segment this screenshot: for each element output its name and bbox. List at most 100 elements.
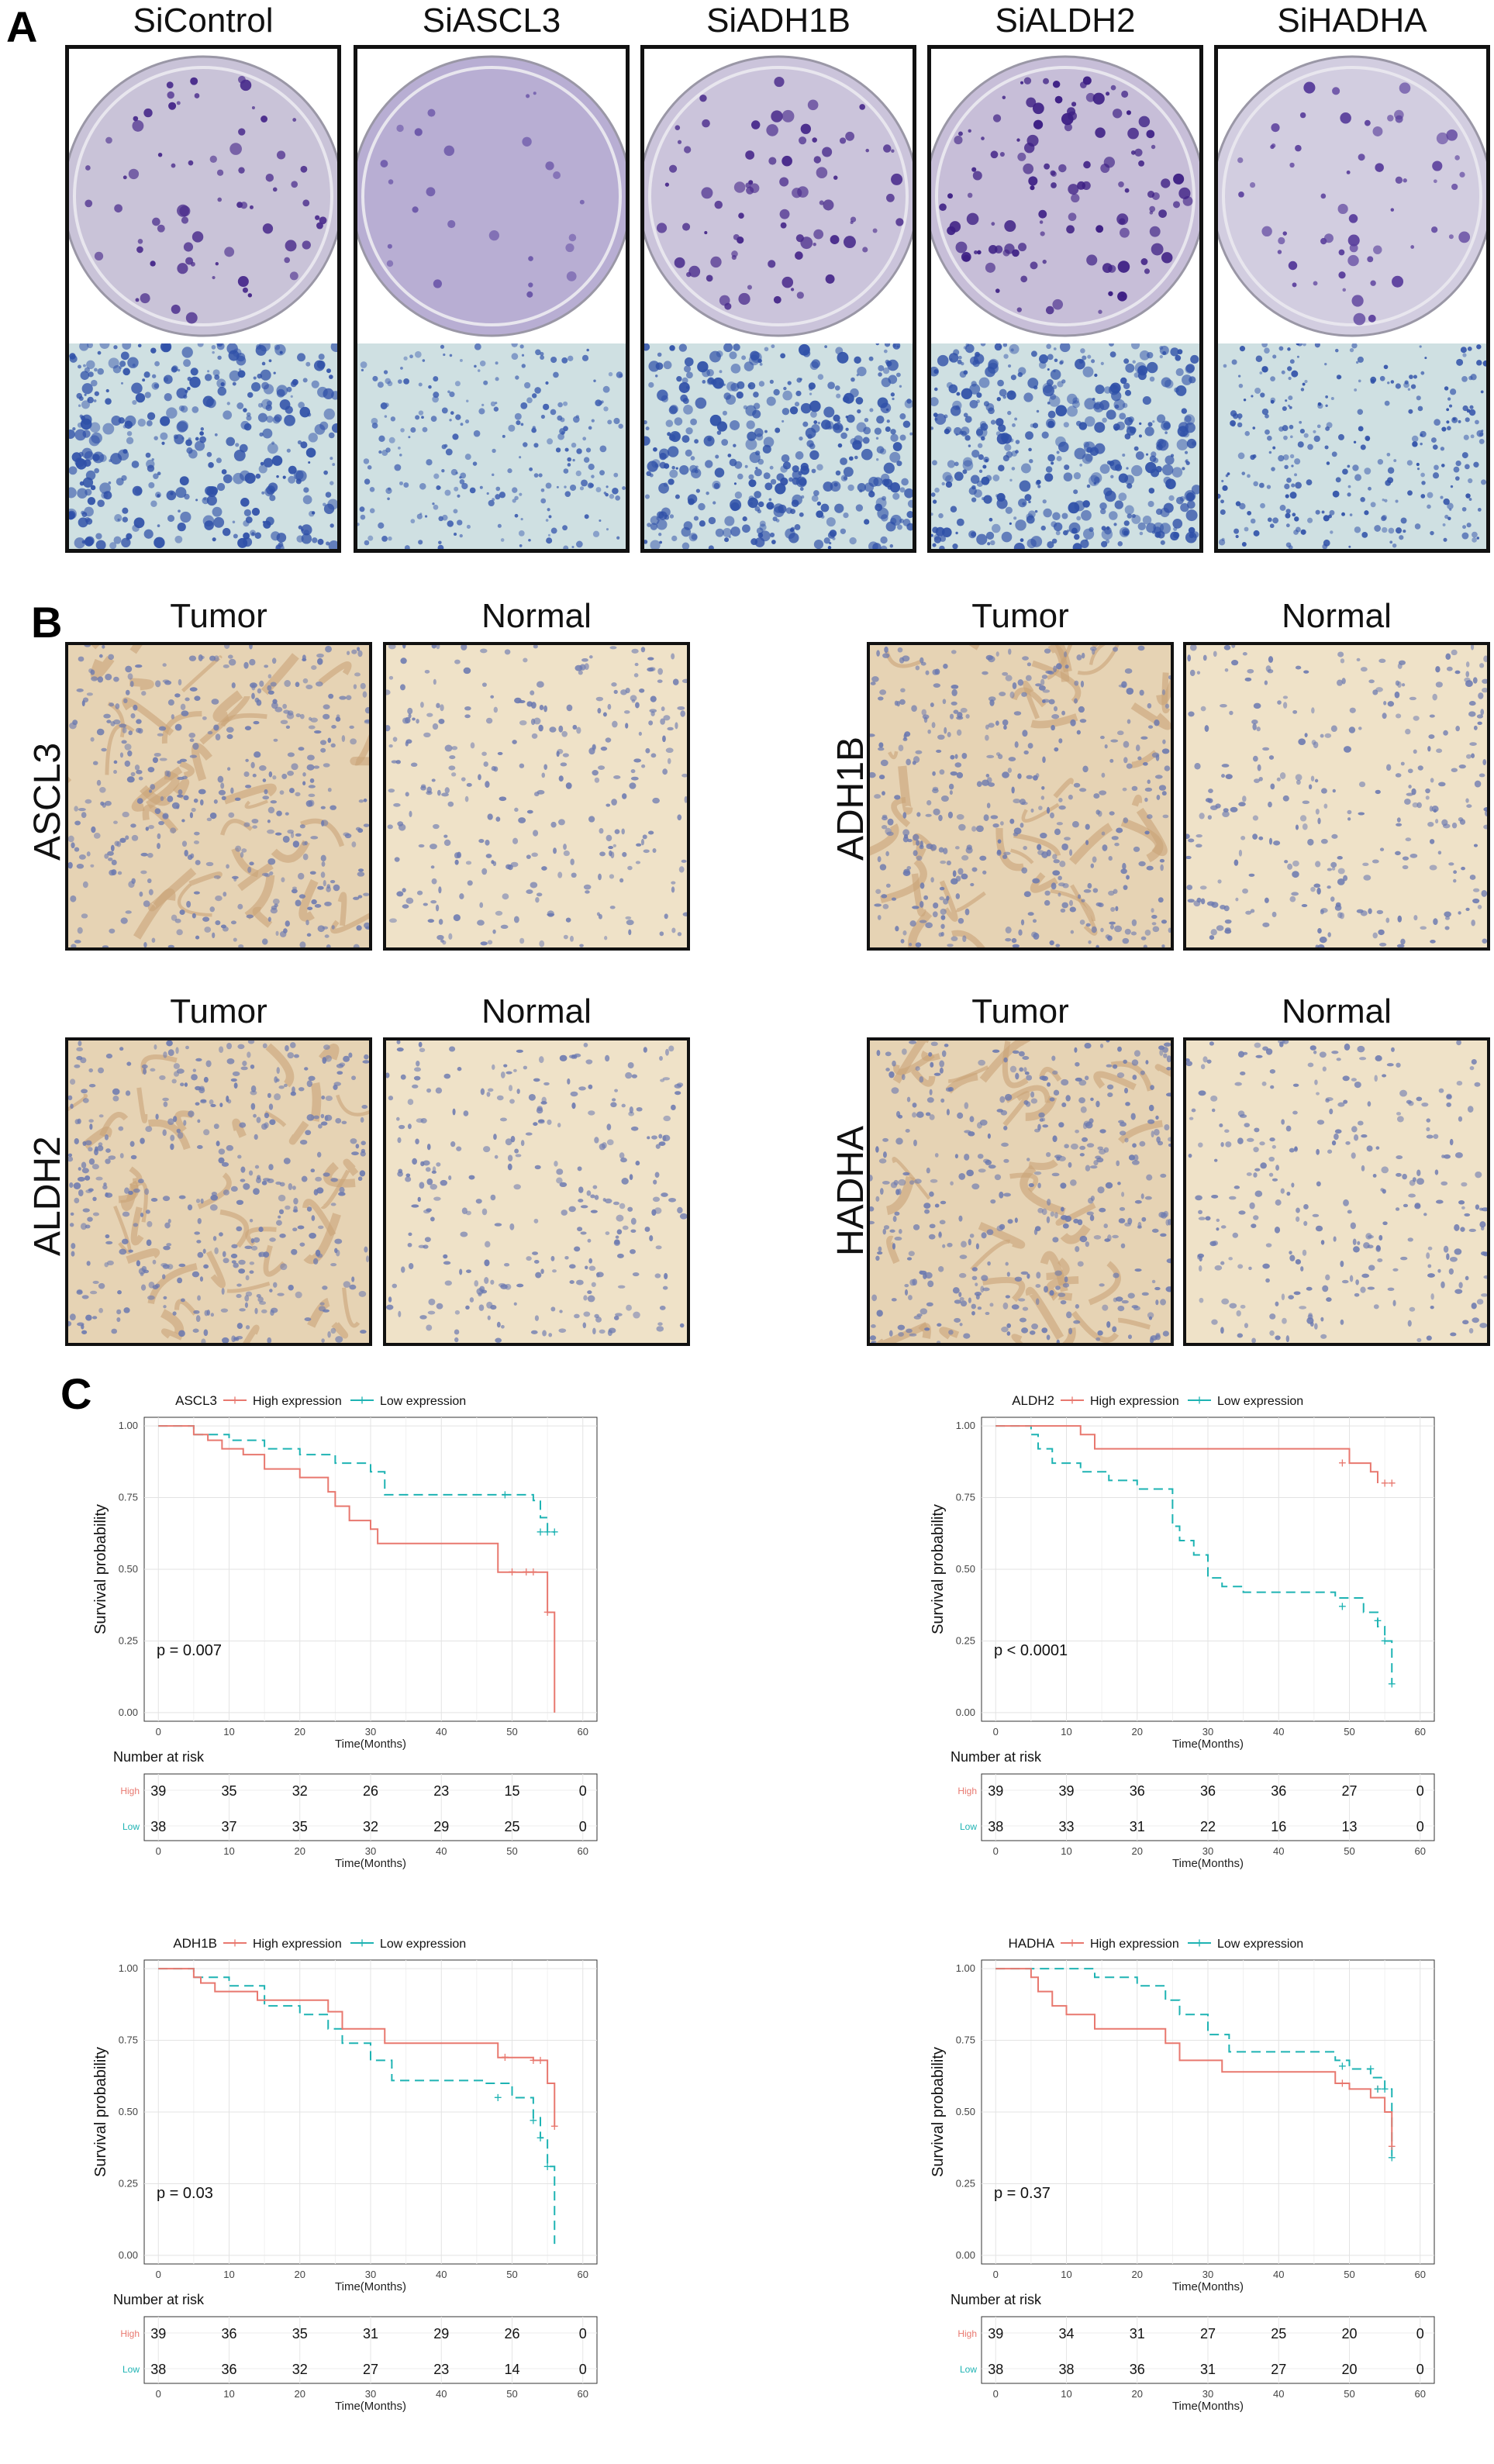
legend-high-marker: + — [231, 1392, 240, 1408]
x-axis-label: Time(Months) — [1172, 1738, 1244, 1751]
risk-x-tick: 20 — [295, 1845, 305, 1857]
ihc-tumor-image — [867, 1037, 1174, 1346]
censor-mark-high: + — [1338, 2076, 1347, 2091]
risk-row-label: Low — [122, 1821, 140, 1832]
risk-value: 31 — [363, 2326, 378, 2341]
risk-row-label: Low — [122, 2364, 140, 2375]
legend-low-label: Low expression — [380, 1395, 466, 1408]
risk-value: 26 — [363, 1783, 378, 1799]
y-tick-label: 0.75 — [956, 2034, 975, 2046]
ihc-tumor-image — [65, 642, 372, 951]
ihc-normal-image — [383, 642, 690, 951]
p-value: p = 0.37 — [994, 2185, 1051, 2202]
censor-mark-low: + — [543, 1524, 552, 1540]
normal-heading: Normal — [481, 597, 592, 635]
x-tick-label: 40 — [1273, 2269, 1284, 2280]
legend-low-marker: + — [358, 1392, 367, 1408]
y-tick-label: 0.50 — [956, 2106, 975, 2117]
risk-table-title: Number at risk — [951, 2292, 1042, 2307]
transwell-stain-image — [69, 343, 337, 549]
legend-low-marker: + — [1196, 1392, 1204, 1408]
risk-value: 39 — [150, 2326, 166, 2341]
ihc-tumor-image — [65, 1037, 372, 1346]
y-tick-label: 0.25 — [119, 2177, 138, 2189]
y-tick-label: 0.00 — [119, 2249, 138, 2261]
risk-x-tick: 30 — [365, 1845, 376, 1857]
censor-mark-low: + — [1381, 2081, 1389, 2096]
censor-mark-low: + — [1381, 1633, 1389, 1648]
km-chart-hadha: HADHA + High expression + Low expression 0 10 2… — [930, 1935, 1435, 2413]
ihc-normal-image — [383, 1037, 690, 1346]
y-tick-label: 0.50 — [119, 1563, 138, 1575]
risk-table-title: Number at risk — [113, 1749, 205, 1765]
risk-value: 36 — [1200, 1783, 1216, 1799]
censor-mark-high: + — [522, 1565, 530, 1580]
x-tick-label: 0 — [156, 1726, 161, 1738]
ihc-normal-image — [1183, 642, 1490, 951]
risk-value: 36 — [1130, 1783, 1145, 1799]
censor-mark-low: + — [550, 1524, 559, 1540]
x-axis-label: Time(Months) — [335, 2280, 406, 2293]
risk-value: 0 — [1416, 1783, 1424, 1799]
y-tick-label: 0.75 — [119, 2034, 138, 2046]
risk-value: 15 — [504, 1783, 519, 1799]
high-expression-curve — [995, 1968, 1393, 2147]
x-tick-label: 20 — [1132, 2269, 1143, 2280]
y-tick-label: 0.75 — [956, 1492, 975, 1503]
x-tick-label: 10 — [1061, 2269, 1071, 2280]
legend-low-label: Low expression — [380, 1938, 466, 1951]
risk-value: 26 — [504, 2326, 519, 2341]
risk-x-tick: 50 — [1344, 1845, 1354, 1857]
low-expression-curve — [995, 1968, 1393, 2159]
panel-letter-c: C — [60, 1369, 92, 1418]
censor-mark-low: + — [530, 2113, 538, 2128]
legend-high-label: High expression — [1090, 1395, 1179, 1408]
risk-value: 36 — [1271, 1783, 1286, 1799]
risk-row-label: Low — [960, 2364, 977, 2375]
censor-mark-high: + — [543, 1604, 552, 1620]
p-value: p < 0.0001 — [994, 1642, 1068, 1659]
risk-x-tick: 30 — [365, 2388, 376, 2400]
high-expression-curve — [995, 1425, 1378, 1484]
censor-mark-low: + — [543, 2159, 552, 2174]
censor-mark-high: + — [1388, 2138, 1396, 2154]
x-axis-label: Time(Months) — [335, 1738, 406, 1751]
risk-x-tick: 0 — [993, 2388, 999, 2400]
risk-value: 34 — [1058, 2326, 1074, 2341]
x-tick-label: 0 — [993, 1726, 999, 1738]
ihc-normal-image — [1183, 1037, 1490, 1346]
censor-mark-low: + — [494, 2090, 502, 2106]
column-title-0: SiControl — [133, 2, 274, 40]
risk-x-tick: 0 — [156, 1845, 161, 1857]
risk-x-tick: 60 — [578, 2388, 588, 2400]
transwell-stain-image — [1218, 343, 1486, 549]
risk-x-tick: 30 — [1202, 1845, 1213, 1857]
tumor-heading: Tumor — [170, 992, 267, 1030]
x-tick-label: 0 — [993, 2269, 999, 2280]
risk-x-tick: 50 — [506, 1845, 517, 1857]
legend-title: ADH1B — [173, 1936, 217, 1951]
risk-value: 0 — [579, 1783, 587, 1799]
x-tick-label: 50 — [1344, 1726, 1354, 1738]
censor-mark-high: + — [501, 2050, 509, 2065]
risk-value: 0 — [579, 2326, 587, 2341]
high-expression-curve — [158, 1968, 556, 2127]
y-tick-label: 1.00 — [956, 1962, 975, 1974]
risk-x-tick: 30 — [1202, 2388, 1213, 2400]
tumor-heading: Tumor — [170, 597, 267, 635]
legend-title: ASCL3 — [175, 1393, 217, 1408]
risk-value: 27 — [363, 2362, 378, 2377]
x-tick-label: 60 — [578, 1726, 588, 1738]
risk-x-tick: 20 — [295, 2388, 305, 2400]
risk-x-axis-label: Time(Months) — [335, 1857, 406, 1870]
normal-heading: Normal — [1282, 992, 1392, 1030]
risk-value: 20 — [1341, 2326, 1357, 2341]
risk-value: 38 — [988, 1819, 1003, 1834]
risk-value: 39 — [988, 1783, 1003, 1799]
legend-title: HADHA — [1008, 1936, 1054, 1951]
risk-value: 25 — [504, 1819, 519, 1834]
y-axis-label: Survival probability — [930, 2047, 947, 2177]
risk-value: 23 — [433, 2362, 449, 2377]
x-tick-label: 10 — [223, 1726, 234, 1738]
colony-dish-image — [1218, 55, 1486, 337]
